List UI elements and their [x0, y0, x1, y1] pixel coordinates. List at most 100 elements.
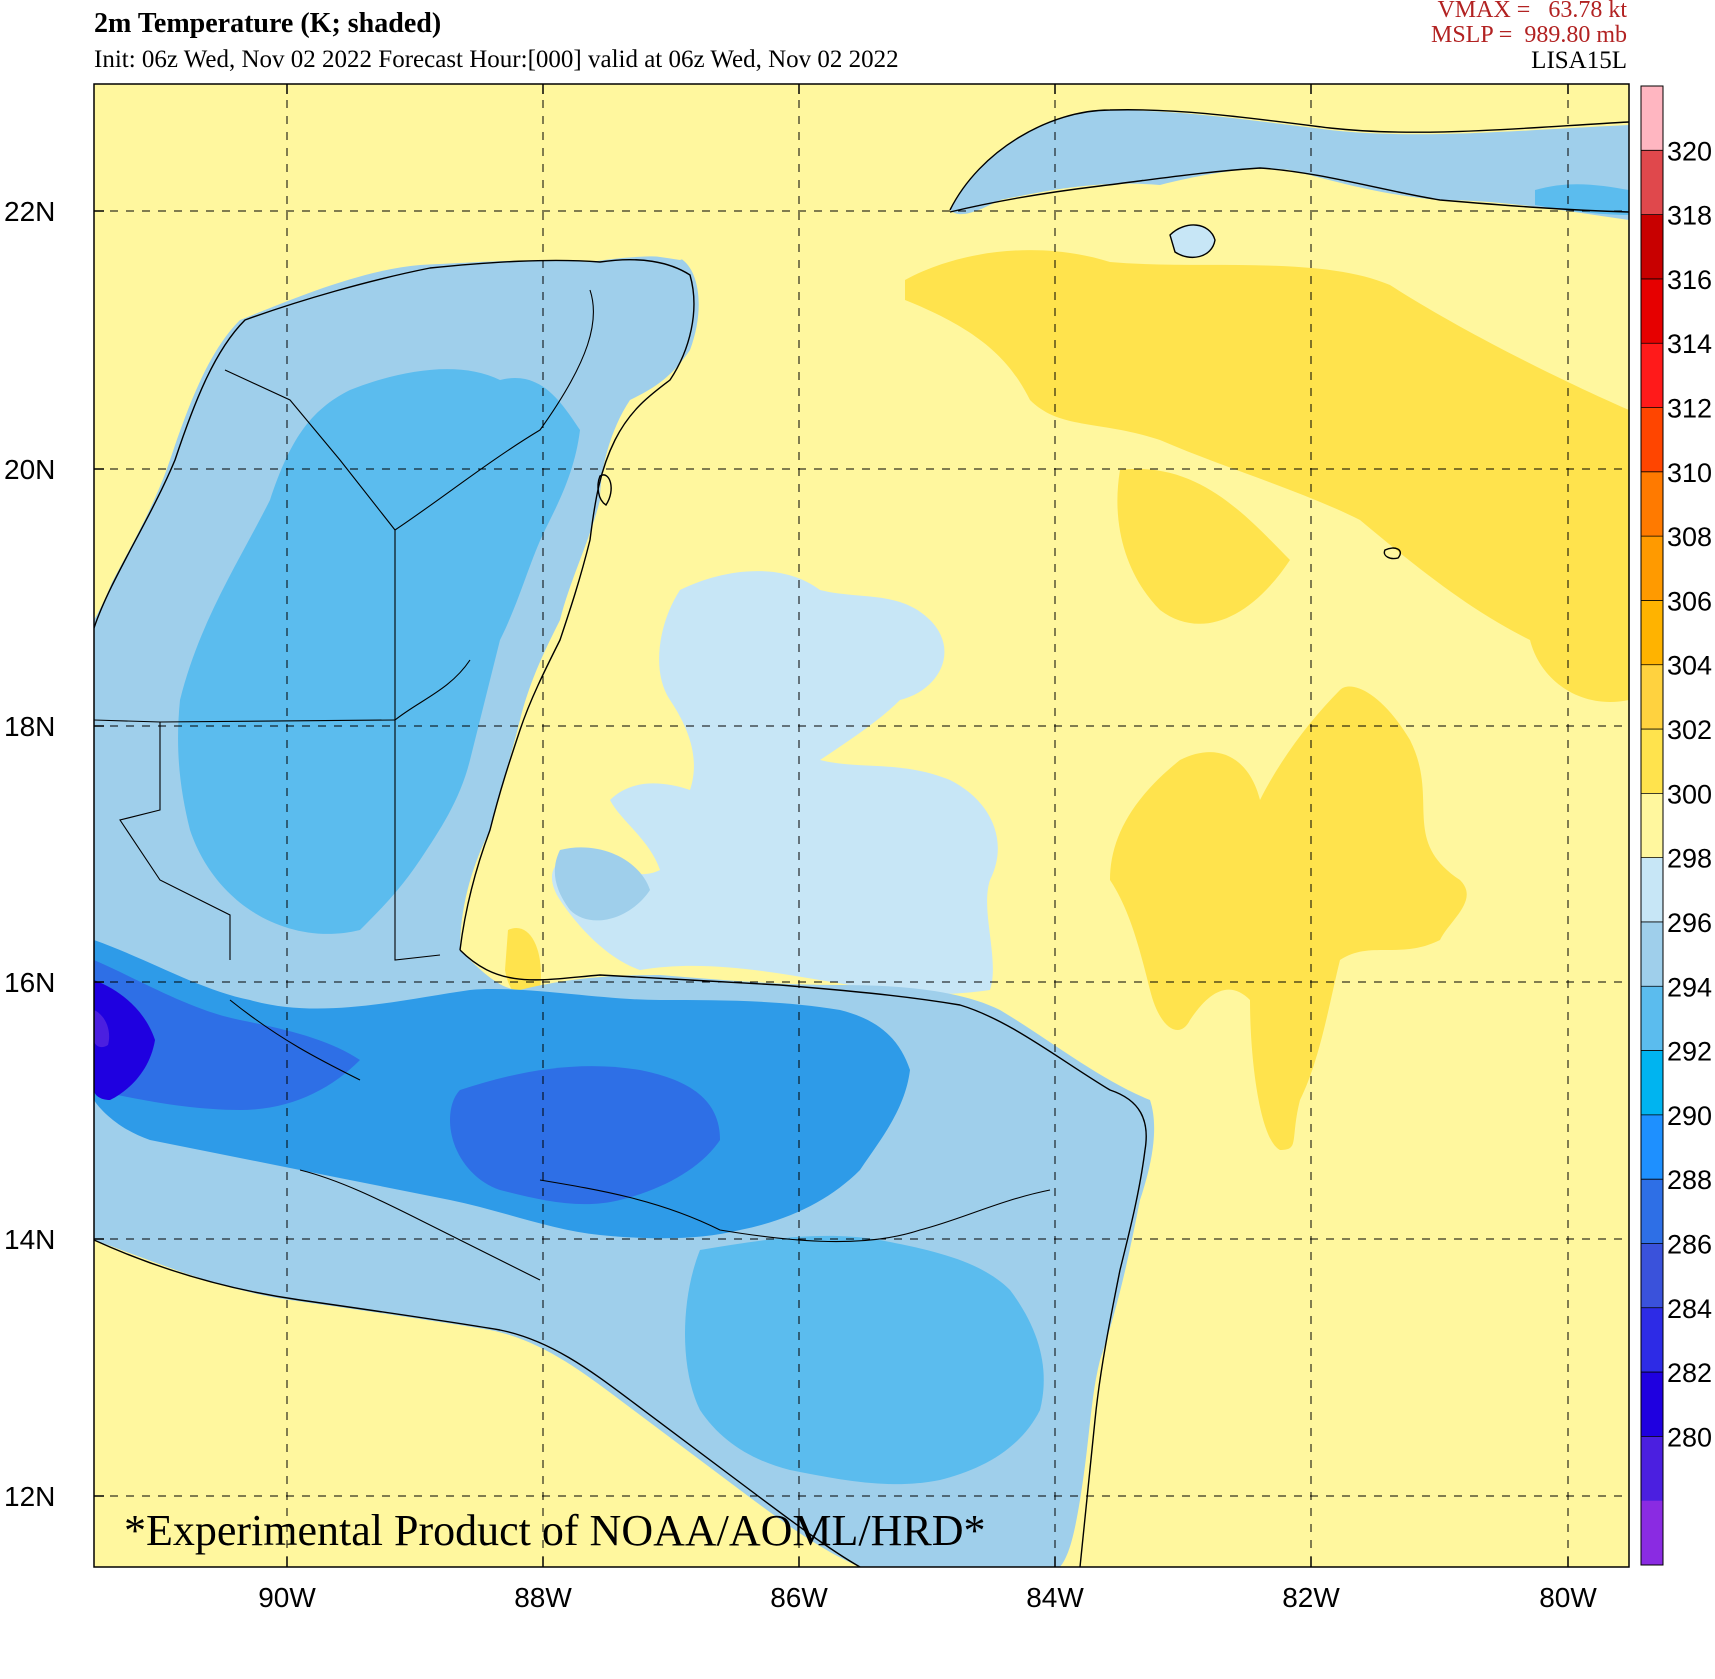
- colorbar-swatch: [1641, 986, 1663, 1052]
- border-guatemala-honduras: [229, 999, 361, 1081]
- colorbar-label: 296: [1667, 908, 1712, 938]
- colorbar-label: 300: [1667, 779, 1712, 809]
- cool-patch-caribbean: [551, 571, 998, 995]
- colorbar-swatch: [1641, 1114, 1663, 1180]
- colorbar-swatch: [1641, 793, 1663, 859]
- yucatan-coast: [94, 259, 695, 951]
- colorbar-swatch: [1641, 214, 1663, 280]
- init-valid-subtitle: Init: 06z Wed, Nov 02 2022 Forecast Hour…: [94, 46, 899, 73]
- map-field: *Experimental Product of NOAA/AOML/HRD*: [94, 84, 1629, 1567]
- lat-tick-label: 20N: [4, 454, 55, 485]
- colorbar-label: 306: [1667, 586, 1712, 616]
- colorbar-swatch: [1641, 664, 1663, 730]
- lon-tick-label: 80W: [1539, 1582, 1597, 1613]
- cuba-cooler-east: [1535, 184, 1629, 215]
- colorbar-label: 290: [1667, 1101, 1712, 1131]
- colorbar-swatch: [1641, 1307, 1663, 1373]
- yucatan-interior-warm: [178, 369, 580, 934]
- colorbar-swatch: [1641, 471, 1663, 537]
- colorbar-swatch: [1641, 1243, 1663, 1309]
- lon-tick-label: 82W: [1282, 1582, 1340, 1613]
- western-ocean-warm: [94, 84, 1629, 620]
- colorbar-swatch: [1641, 536, 1663, 601]
- colorbar-swatch: [1641, 1436, 1663, 1502]
- colorbar-label: 314: [1667, 329, 1712, 359]
- colorbar-swatch: [1641, 86, 1663, 151]
- colorbar-label: 288: [1667, 1165, 1712, 1195]
- map-frame: [93, 83, 1630, 1568]
- honduras-coast: [459, 949, 1147, 1151]
- central-america-colder: [94, 960, 360, 1110]
- colorbar-swatch: [1641, 278, 1663, 344]
- nicaragua-coast: [1079, 1149, 1146, 1567]
- colorbar-label: 292: [1667, 1037, 1712, 1067]
- coldest-point: [94, 1010, 110, 1048]
- cuba-cool-strip: [950, 110, 1629, 220]
- lon-tick-label: 88W: [514, 1582, 572, 1613]
- pacific-coast-warm: [94, 1240, 860, 1567]
- colorbar-label: 284: [1667, 1294, 1712, 1324]
- colorbar-swatch: [1641, 150, 1663, 216]
- border-campeche-quintana: [394, 289, 595, 531]
- colorbar-outline: [1640, 85, 1664, 1566]
- pacific-coast: [94, 1239, 861, 1567]
- colorbar-label: 316: [1667, 265, 1712, 295]
- border-belize-guatemala: [394, 720, 441, 961]
- lat-tick-label: 12N: [4, 1481, 55, 1512]
- warm-band-north: [905, 250, 1629, 702]
- colorbar-swatch: [1641, 600, 1663, 666]
- warm-band-east: [1117, 468, 1290, 624]
- colorbar-label: 282: [1667, 1358, 1712, 1388]
- lon-tick-label: 84W: [1026, 1582, 1084, 1613]
- border-honduras-nicaragua: [539, 1179, 1051, 1243]
- warm-band-central: [1110, 686, 1467, 1150]
- colorbar-swatch: [1641, 857, 1663, 923]
- lon-tick-label: 90W: [258, 1582, 316, 1613]
- colorbar-label: 298: [1667, 844, 1712, 874]
- country-borders: [94, 289, 1051, 1281]
- vmax-readout: VMAX = 63.78 kt: [1437, 0, 1627, 23]
- isle-of-youth: [1169, 224, 1216, 259]
- colorbar-swatch: [1641, 1500, 1663, 1566]
- chart-title: 2m Temperature (K; shaded): [94, 8, 442, 39]
- storm-info: VMAX = 63.78 kt MSLP = 989.80 mb LISA15L: [1431, 0, 1627, 73]
- isle-of-youth-cool: [1170, 224, 1215, 258]
- lat-tick-label: 16N: [4, 967, 55, 998]
- colorbar-swatch: [1641, 1050, 1663, 1116]
- colorbar-swatch: [1641, 729, 1663, 794]
- colorbar-label: 294: [1667, 972, 1712, 1002]
- colorbar-label: 280: [1667, 1422, 1712, 1452]
- colorbar: 320 318 316 314 312 310 308 306 304 302 300 298 296 2…: [1640, 85, 1712, 1566]
- colorbar-swatch: [1641, 407, 1663, 473]
- border-mexico-belize-line: [159, 719, 396, 723]
- colorbar-label: 286: [1667, 1229, 1712, 1259]
- colorbar-swatch: [1641, 343, 1663, 409]
- lat-tick-label: 14N: [4, 1224, 55, 1255]
- colorbar-swatch: [1641, 1179, 1663, 1244]
- mslp-readout: MSLP = 989.80 mb: [1430, 22, 1627, 48]
- colorbar-label: 304: [1667, 651, 1712, 681]
- latitude-axis: 22N 20N 18N 16N 14N 12N: [4, 196, 104, 1512]
- coldest-core-west: [94, 980, 155, 1100]
- longitude-axis: 90W 88W 86W 84W 82W 80W: [258, 84, 1597, 1613]
- colorbar-swatch: [1641, 921, 1663, 987]
- lat-tick-label: 22N: [4, 196, 55, 227]
- colorbar-label: 318: [1667, 201, 1712, 231]
- cuba-south-coast: [949, 167, 1629, 213]
- storm-id: LISA15L: [1531, 47, 1627, 74]
- cozumel: [597, 474, 612, 506]
- honduras-cold-band: [450, 1066, 720, 1205]
- colorbar-label: 312: [1667, 394, 1712, 424]
- colorbar-label: 320: [1667, 136, 1712, 166]
- colorbar-label: 310: [1667, 458, 1712, 488]
- colorbar-label: 308: [1667, 522, 1712, 552]
- watermark: *Experimental Product of NOAA/AOML/HRD*: [124, 1506, 986, 1555]
- gridlines: [94, 84, 1629, 1567]
- cuba-coast: [949, 109, 1629, 211]
- cool-patch-central-small: [554, 847, 650, 921]
- lon-tick-label: 86W: [770, 1582, 828, 1613]
- border-yucatan-states: [224, 369, 396, 720]
- colorbar-swatch: [1641, 1372, 1663, 1437]
- cayman-island: [1383, 547, 1402, 560]
